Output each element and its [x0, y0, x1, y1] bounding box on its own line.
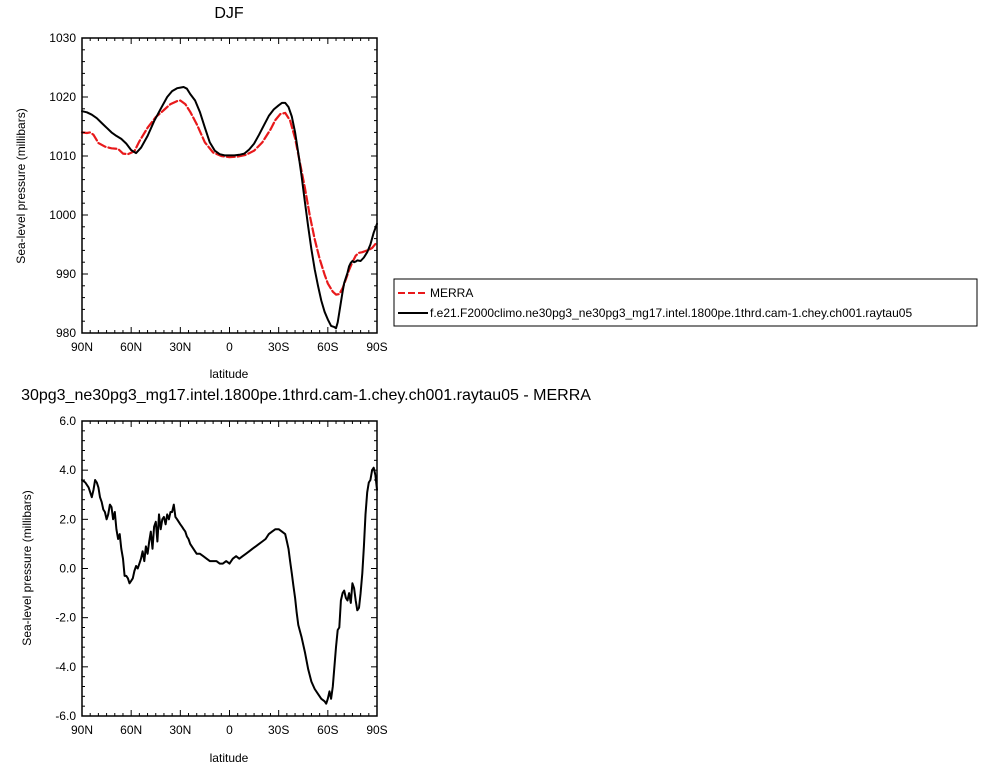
bottom-y-tick-label: -6.0 — [55, 709, 76, 723]
top-x-tick-label: 60S — [317, 340, 338, 354]
top-plot-frame — [81, 37, 378, 334]
bottom-chart-title: 30pg3_ne30pg3_mg17.intel.1800pe.1thrd.ca… — [21, 387, 591, 404]
bottom-x-tick-label: 30S — [268, 723, 289, 737]
top-series-layer — [80, 86, 379, 330]
bottom-y-tick-label: -2.0 — [55, 611, 76, 625]
top-x-tick-label: 60N — [120, 340, 142, 354]
top-chart-title: DJF — [214, 5, 244, 22]
bottom-y-tick-label: 4.0 — [59, 463, 76, 477]
top-panel: DJF 90N 60N 30N 0 30S 60S 90S 980 990 1000 1010 102… — [14, 5, 388, 381]
top-y-tick-label: 980 — [56, 326, 76, 340]
top-x-axis-label: latitude — [210, 367, 249, 381]
bottom-x-tick-label: 90S — [366, 723, 387, 737]
legend-box — [393, 278, 978, 327]
top-x-tick-label: 90S — [366, 340, 387, 354]
top-y-tick-label: 1000 — [49, 208, 76, 222]
top-y-tick-label: 1010 — [49, 149, 76, 163]
top-y-axis-label: Sea-level pressure (millibars) — [14, 108, 28, 263]
bottom-y-tick-label: 6.0 — [59, 414, 76, 428]
top-x-tick-label: 30N — [169, 340, 191, 354]
legend-label-merra: MERRA — [430, 286, 473, 300]
bottom-plot-frame — [81, 420, 378, 717]
bottom-x-tick-label: 60N — [120, 723, 142, 737]
bottom-tick-layer: 90N 60N 30N 0 30S 60S 90S -6.0 -4.0 -2.0 0.0 2.0 4.0… — [55, 414, 387, 737]
bottom-y-tick-label: -4.0 — [55, 660, 76, 674]
top-x-tick-label: 0 — [226, 340, 233, 354]
bottom-x-tick-label: 0 — [226, 723, 233, 737]
legend: MERRA f.e21.F2000climo.ne30pg3_ne30pg3_m… — [393, 278, 978, 327]
top-y-tick-label: 1030 — [49, 31, 76, 45]
bottom-series-line-0 — [81, 466, 378, 705]
top-x-tick-label: 30S — [268, 340, 289, 354]
bottom-y-tick-label: 0.0 — [59, 562, 76, 576]
bottom-x-tick-label: 60S — [317, 723, 338, 737]
top-y-tick-label: 1020 — [49, 90, 76, 104]
bottom-series-layer — [81, 466, 378, 705]
top-series-line-0 — [80, 99, 379, 296]
bottom-y-tick-label: 2.0 — [59, 512, 76, 526]
legend-label-model: f.e21.F2000climo.ne30pg3_ne30pg3_mg17.in… — [430, 306, 912, 320]
bottom-x-axis-label: latitude — [210, 751, 249, 765]
bottom-panel: 30pg3_ne30pg3_mg17.intel.1800pe.1thrd.ca… — [20, 387, 591, 765]
top-tick-layer: 90N 60N 30N 0 30S 60S 90S 980 990 1000 1010 1020 103… — [49, 31, 387, 354]
top-y-tick-label: 990 — [56, 267, 76, 281]
top-series-line-1 — [81, 86, 378, 330]
bottom-x-tick-label: 30N — [169, 723, 191, 737]
top-x-tick-label: 90N — [71, 340, 93, 354]
bottom-x-tick-label: 90N — [71, 723, 93, 737]
bottom-y-axis-label: Sea-level pressure (millibars) — [20, 490, 34, 645]
